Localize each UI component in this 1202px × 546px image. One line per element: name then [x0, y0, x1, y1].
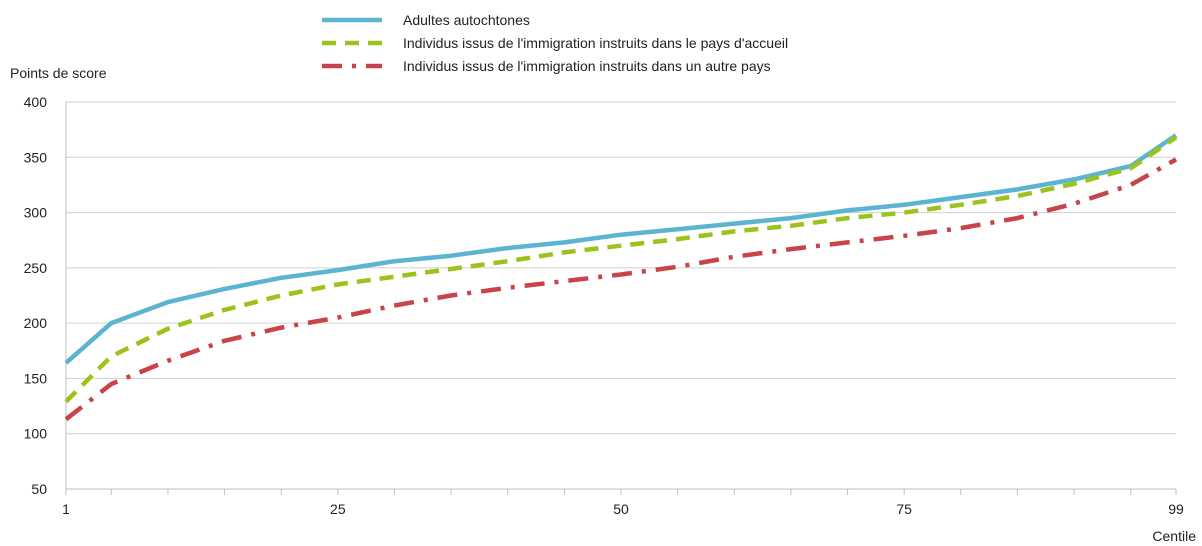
- x-tick-label-75: 75: [896, 501, 912, 517]
- legend: Adultes autochtones Individus issus de l'…: [322, 12, 788, 74]
- series-line-2: [64, 135, 1178, 404]
- y-tick-label-150: 150: [24, 370, 48, 386]
- x-tick-label-50: 50: [613, 501, 629, 517]
- legend-label-1: Adultes autochtones: [403, 12, 530, 28]
- x-tick-label-1: 1: [62, 501, 70, 517]
- y-tick-label-250: 250: [24, 260, 48, 276]
- y-tick-label-350: 350: [24, 149, 48, 165]
- legend-label-2: Individus issus de l'immigration instrui…: [403, 35, 788, 51]
- tick-labels: 50 100 150 200 250 300 350 400 1 25 50 75 99: [24, 94, 1184, 517]
- y-tick-label-200: 200: [24, 315, 48, 331]
- y-axis-title: Points de score: [10, 65, 107, 81]
- series-line-1: [64, 133, 1178, 365]
- x-tick-label-25: 25: [330, 501, 346, 517]
- x-tick-label-99: 99: [1168, 501, 1184, 517]
- series-line-3: [64, 157, 1178, 422]
- legend-label-3: Individus issus de l'immigration instrui…: [403, 58, 771, 74]
- gridlines: [66, 101, 1176, 435]
- y-tick-label-300: 300: [24, 205, 48, 221]
- y-tick-label-400: 400: [24, 94, 48, 110]
- y-tick-label-100: 100: [24, 426, 48, 442]
- series-lines: [64, 133, 1178, 422]
- axes: [65, 102, 1177, 495]
- x-axis-title: Centile: [1152, 528, 1196, 544]
- y-tick-label-50: 50: [31, 481, 47, 497]
